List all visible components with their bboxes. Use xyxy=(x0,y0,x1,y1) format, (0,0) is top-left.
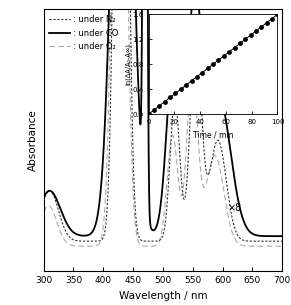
: under CO: (700, 0.05): under CO: (700, 0.05) xyxy=(281,244,284,248)
Line: : under N₂: : under N₂ xyxy=(44,0,282,241)
: under N₂: (700, 0.06): under N₂: (700, 0.06) xyxy=(281,239,284,243)
: under CO: (688, 0.05): under CO: (688, 0.05) xyxy=(274,244,277,248)
: under N₂: (615, 0.111): under N₂: (615, 0.111) xyxy=(230,214,233,217)
: under N₂: (320, 0.139): under N₂: (320, 0.139) xyxy=(54,200,58,203)
: under O₂: (320, 0.146): under O₂: (320, 0.146) xyxy=(54,196,58,199)
: under N₂: (300, 0.14): under N₂: (300, 0.14) xyxy=(42,199,45,203)
: under CO: (495, 0.0634): under CO: (495, 0.0634) xyxy=(158,238,162,241)
: under CO: (300, 0.118): under CO: (300, 0.118) xyxy=(42,210,45,214)
: under CO: (689, 0.05): under CO: (689, 0.05) xyxy=(274,244,277,248)
: under CO: (320, 0.104): under CO: (320, 0.104) xyxy=(54,217,58,221)
: under O₂: (300, 0.147): under O₂: (300, 0.147) xyxy=(42,196,45,199)
: under CO: (615, 0.0809): under CO: (615, 0.0809) xyxy=(230,229,233,232)
: under N₂: (688, 0.06): under N₂: (688, 0.06) xyxy=(274,239,277,243)
: under O₂: (700, 0.07): under O₂: (700, 0.07) xyxy=(281,234,284,238)
: under O₂: (495, 0.119): under O₂: (495, 0.119) xyxy=(158,209,162,213)
: under O₂: (688, 0.07): under O₂: (688, 0.07) xyxy=(274,234,277,238)
: under CO: (484, 0.0504): under CO: (484, 0.0504) xyxy=(152,244,155,248)
Line: : under CO: : under CO xyxy=(44,0,282,246)
: under O₂: (615, 0.222): under O₂: (615, 0.222) xyxy=(230,158,233,162)
Y-axis label: Absorbance: Absorbance xyxy=(28,109,38,171)
: under N₂: (495, 0.0619): under N₂: (495, 0.0619) xyxy=(158,239,162,242)
: under N₂: (484, 0.06): under N₂: (484, 0.06) xyxy=(152,239,155,243)
Legend: : under N₂, : under CO, : under O₂: : under N₂, : under CO, : under O₂ xyxy=(48,13,120,53)
: under O₂: (484, 0.0815): under O₂: (484, 0.0815) xyxy=(152,228,155,232)
X-axis label: Wavelength / nm: Wavelength / nm xyxy=(119,291,207,301)
: under O₂: (689, 0.07): under O₂: (689, 0.07) xyxy=(274,234,277,238)
Text: ×8: ×8 xyxy=(227,203,242,213)
: under N₂: (689, 0.06): under N₂: (689, 0.06) xyxy=(274,239,277,243)
Line: : under O₂: : under O₂ xyxy=(44,0,282,236)
